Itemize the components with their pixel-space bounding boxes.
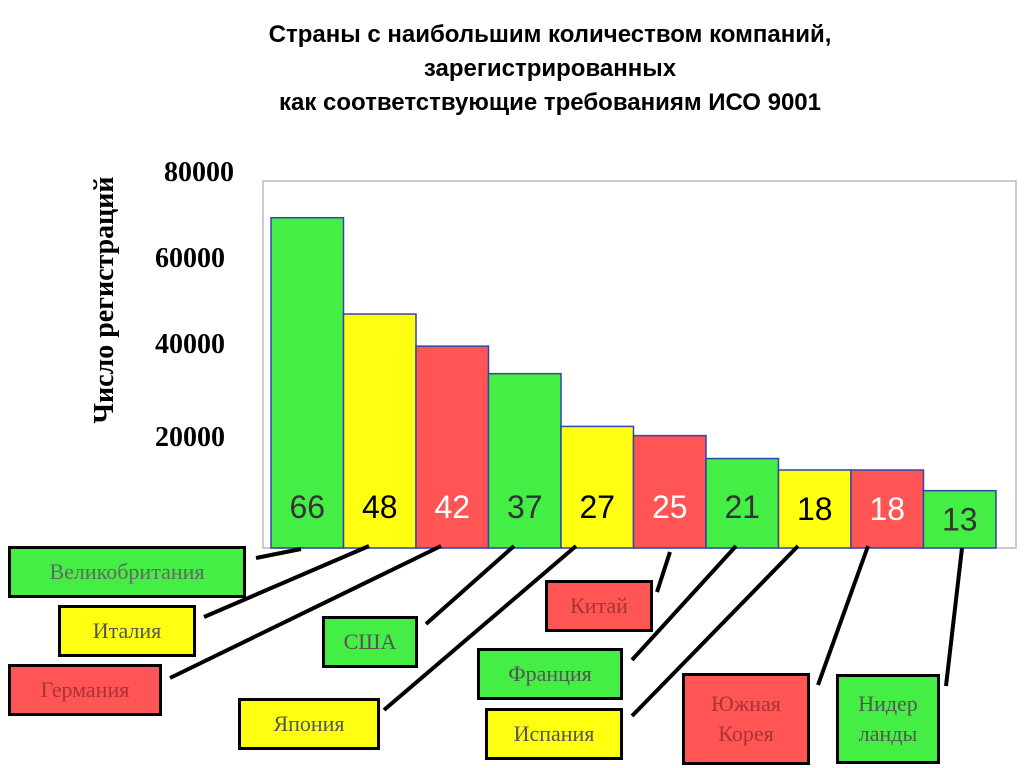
connector-line — [169, 544, 442, 680]
data-label: 66 — [289, 489, 325, 525]
connector-line — [424, 544, 516, 626]
country-label-box: США — [322, 616, 418, 668]
data-label: 27 — [579, 489, 615, 525]
connector-line — [655, 551, 672, 593]
y-tick-label: 60000 — [155, 243, 225, 274]
bar — [922, 489, 997, 549]
connector-line — [203, 544, 370, 619]
country-label-box: Испания — [485, 708, 623, 760]
connector-line — [630, 544, 800, 718]
data-label: 42 — [434, 489, 470, 525]
country-label: Великобритания — [49, 559, 205, 584]
title-line-3: как соответствующие требованиям ИСО 9001 — [279, 89, 821, 116]
data-label: 18 — [797, 491, 833, 527]
bar — [777, 469, 852, 549]
data-label: 48 — [362, 489, 398, 525]
bar — [342, 313, 417, 549]
bar — [705, 457, 780, 549]
y-tick-label: 40000 — [155, 329, 225, 360]
data-label: 21 — [724, 489, 760, 525]
country-label: Испания — [513, 721, 595, 746]
country-label: Южная Корея — [711, 691, 781, 746]
connector-line — [382, 544, 578, 712]
bar — [415, 345, 490, 549]
country-label-box: Великобритания — [8, 546, 246, 598]
country-label-box: Италия — [58, 605, 196, 657]
y-tick-label: 20000 — [155, 422, 225, 453]
country-label: Франция — [508, 661, 592, 686]
data-label: 18 — [869, 491, 905, 527]
country-label-box: Нидер ланды — [836, 674, 940, 764]
bar — [632, 434, 707, 549]
country-label-box: Германия — [8, 664, 162, 716]
data-label: 25 — [652, 489, 688, 525]
country-label: Германия — [40, 677, 130, 702]
y-tick-label: 80000 — [164, 157, 234, 188]
connector-line — [630, 544, 738, 662]
country-label-box: Южная Корея — [682, 673, 810, 765]
data-label: 37 — [507, 489, 543, 525]
data-label: 13 — [942, 501, 978, 537]
country-label: Нидер ланды — [858, 691, 918, 746]
connector-line — [816, 545, 870, 686]
country-label: США — [343, 629, 397, 654]
country-label-box: Япония — [238, 698, 380, 750]
country-label: Япония — [273, 711, 345, 736]
connector-line — [255, 547, 302, 560]
chart-title: Страны с наибольшим количеством компаний… — [100, 18, 1000, 120]
bar — [560, 425, 635, 549]
country-label: Китай — [570, 593, 628, 618]
bar — [487, 372, 562, 549]
title-line-1: Страны с наибольшим количеством компаний… — [268, 21, 832, 48]
country-label-box: Франция — [477, 648, 623, 700]
country-label: Италия — [92, 618, 162, 643]
country-label-box: Китай — [545, 580, 653, 632]
connector-line — [944, 547, 964, 687]
title-line-2: зарегистрированных — [423, 55, 677, 82]
